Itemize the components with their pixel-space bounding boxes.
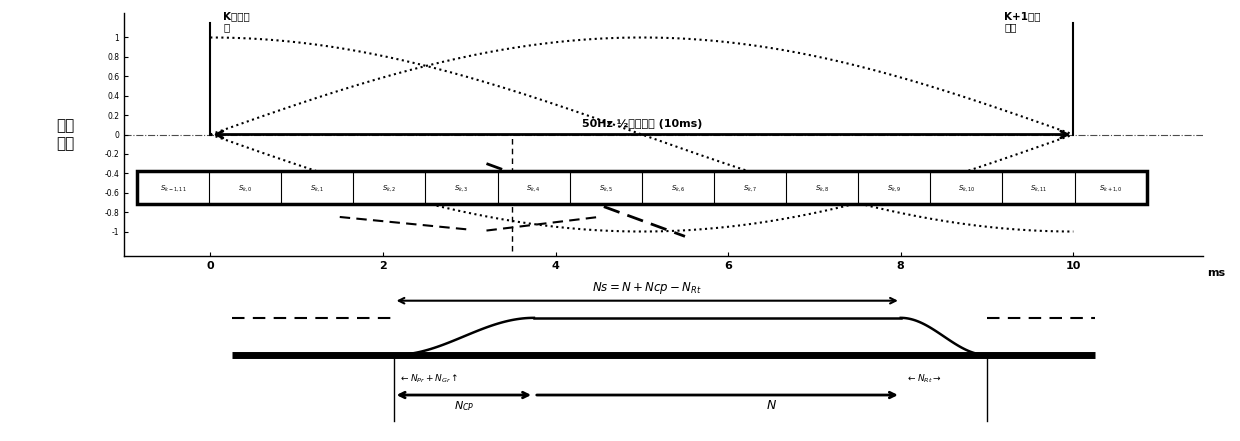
Text: $S_{k,6}$: $S_{k,6}$ (671, 183, 686, 193)
Text: $\leftarrow N_{Pr}+N_{Gr}\uparrow$: $\leftarrow N_{Pr}+N_{Gr}\uparrow$ (399, 372, 459, 385)
Text: $Ns = N+Ncp-N_{Rt}$: $Ns = N+Ncp-N_{Rt}$ (593, 280, 702, 296)
Text: K个过零
点: K个过零 点 (223, 11, 250, 33)
Text: 50Hz ½工频周期 (10ms): 50Hz ½工频周期 (10ms) (582, 119, 702, 129)
Text: $S_{k,5}$: $S_{k,5}$ (599, 183, 613, 193)
Text: $S_{k,1}$: $S_{k,1}$ (310, 183, 325, 193)
Text: $S_{k,9}$: $S_{k,9}$ (887, 183, 901, 193)
Text: $S_{k,8}$: $S_{k,8}$ (815, 183, 830, 193)
Text: $\leftarrow N_{Rt}\rightarrow$: $\leftarrow N_{Rt}\rightarrow$ (906, 372, 942, 385)
Text: $S_{k,4}$: $S_{k,4}$ (526, 183, 541, 193)
Text: $S_{k,10}$: $S_{k,10}$ (957, 183, 976, 193)
Text: $S_{k,11}$: $S_{k,11}$ (1029, 183, 1048, 193)
Y-axis label: 标准
振幅: 标准 振幅 (56, 118, 74, 151)
Text: K+1个过
零点: K+1个过 零点 (1004, 11, 1040, 33)
Text: $N_{CP}$: $N_{CP}$ (454, 399, 474, 413)
Text: $S_{k,7}$: $S_{k,7}$ (743, 183, 758, 193)
Text: $S_{k,2}$: $S_{k,2}$ (382, 183, 397, 193)
Text: $N$: $N$ (766, 399, 776, 412)
Text: $S_{k,3}$: $S_{k,3}$ (454, 183, 469, 193)
Text: $S_{k,0}$: $S_{k,0}$ (238, 183, 253, 193)
Bar (136, 172, 1147, 204)
Text: ms: ms (1207, 269, 1225, 278)
Text: $S_{k+1,0}$: $S_{k+1,0}$ (1099, 183, 1122, 193)
Text: $S_{k-1,11}$: $S_{k-1,11}$ (160, 183, 186, 193)
